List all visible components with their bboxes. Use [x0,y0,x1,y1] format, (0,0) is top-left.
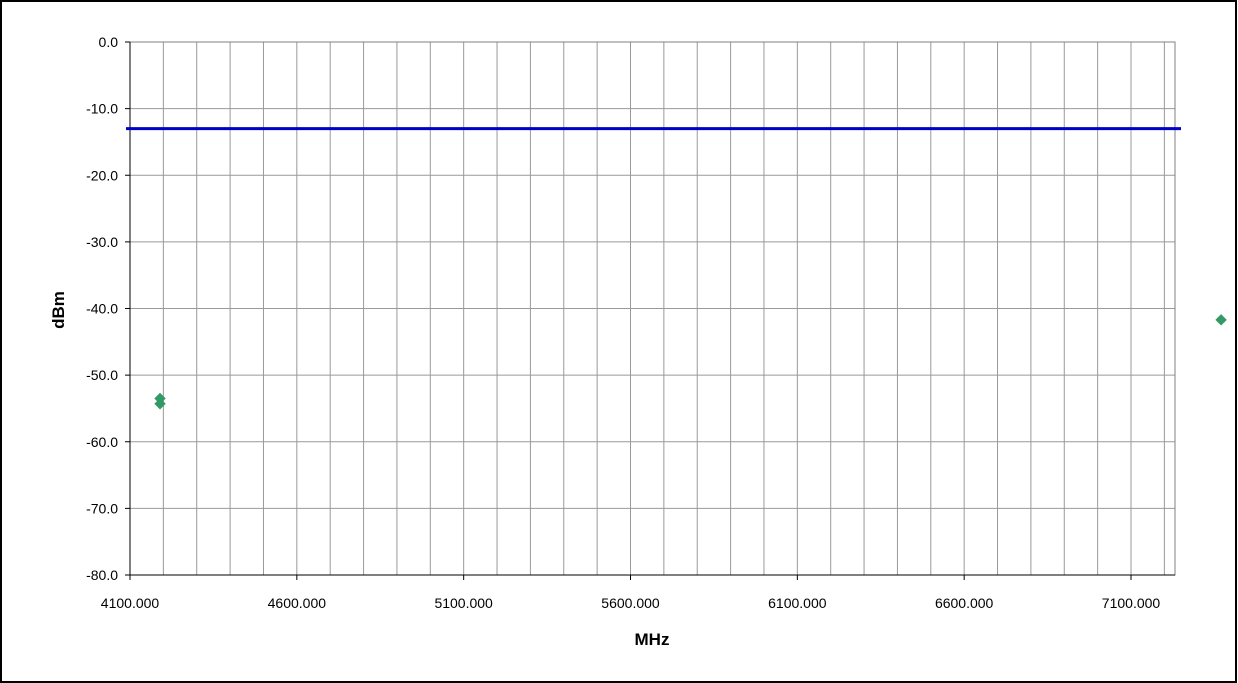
y-axis-tick-labels: 0.0 -10.0 -20.0 -30.0 -40.0 -50.0 -60.0 -70.0 -8… [86,34,130,583]
y-tick-label: -60.0 [86,434,118,450]
y-tick-label: -70.0 [86,500,118,516]
x-axis-tick-labels: 4100.000 4600.000 5100.000 5600.000 6100.000… [101,575,1161,611]
x-tick-label: 4600.000 [268,595,327,611]
x-tick-label: 6100.000 [768,595,827,611]
x-axis-title: MHz [635,630,670,649]
y-tick-label: -80.0 [86,567,118,583]
x-tick-label: 4100.000 [101,595,160,611]
y-axis-title: dBm [49,291,68,329]
data-point [1215,314,1227,326]
x-tick-label: 6600.000 [935,595,994,611]
x-tick-label: 5600.000 [601,595,660,611]
gridlines [130,41,1175,576]
x-tick-label: 5100.000 [434,595,493,611]
data-point [154,398,166,410]
x-tick-label: 7100.000 [1102,595,1161,611]
y-tick-label: -10.0 [86,101,118,117]
y-tick-label: -40.0 [86,301,118,317]
y-tick-label: -20.0 [86,167,118,183]
y-tick-label: 0.0 [99,34,119,50]
y-tick-label: -50.0 [86,367,118,383]
data-points [154,314,1227,410]
y-tick-label: -30.0 [86,234,118,250]
